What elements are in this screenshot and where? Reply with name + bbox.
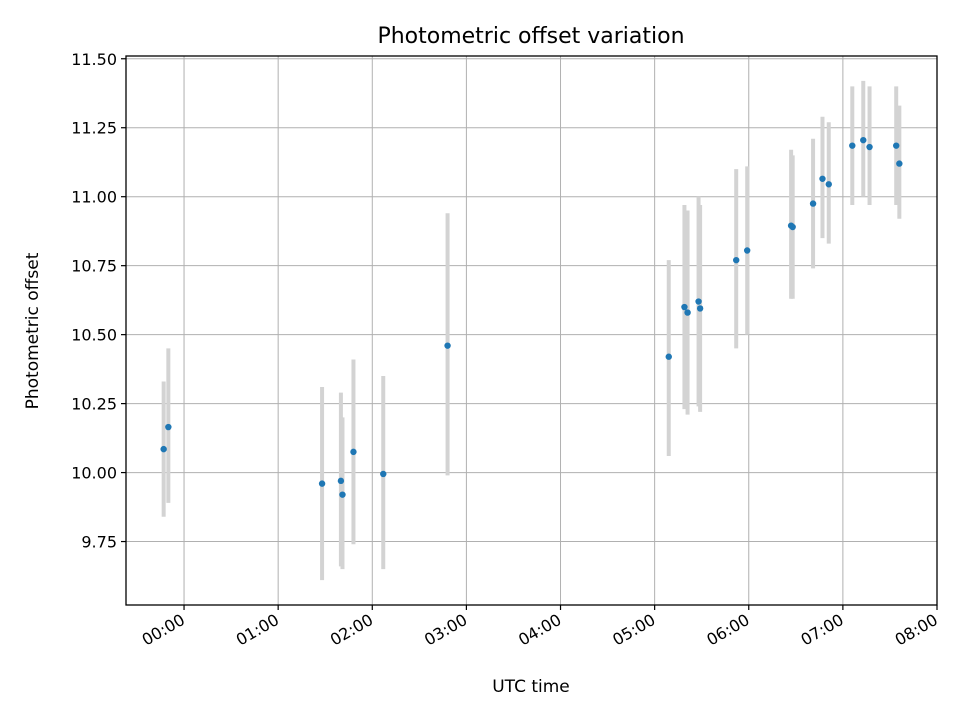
data-point [860, 136, 867, 144]
x-axis-label: UTC time [492, 677, 570, 697]
grid [126, 56, 938, 605]
data-point [350, 448, 357, 456]
data-point [165, 423, 172, 431]
data-point [696, 305, 704, 312]
data-point [337, 477, 345, 485]
y-tick-label: 11.00 [71, 188, 117, 207]
data-point [444, 342, 451, 349]
plot-frame [125, 55, 938, 606]
y-tick-label: 11.25 [71, 119, 117, 138]
data-point [684, 309, 691, 316]
y-tick-label: 10.25 [71, 395, 117, 414]
y-tick-label: 11.50 [71, 50, 117, 69]
y-tick-label: 10.50 [71, 326, 117, 345]
data-point [743, 247, 751, 254]
data-point [160, 445, 167, 453]
data-point [809, 200, 817, 207]
y-tick-label: 9.75 [81, 533, 117, 552]
y-axis-ticks: 9.75 10.00 10.25 10.50 10.75 11.00 11.25 11.50 [71, 50, 126, 552]
data-point [733, 256, 740, 264]
data-point [380, 470, 387, 478]
data-points [160, 136, 903, 498]
data-point [339, 491, 346, 498]
data-point [896, 160, 903, 167]
y-tick-label: 10.00 [71, 464, 117, 483]
data-point [681, 303, 688, 311]
data-point [893, 142, 900, 149]
y-axis-label: Photometric offset [23, 252, 43, 409]
data-point [695, 298, 702, 305]
data-point [819, 175, 826, 182]
data-point [789, 223, 796, 231]
data-point [866, 143, 873, 151]
data-point [665, 353, 672, 360]
data-point [318, 480, 326, 487]
data-point [825, 181, 832, 188]
chart-title: Photometric offset variation [377, 24, 684, 49]
y-tick-label: 10.75 [71, 257, 117, 276]
data-point [849, 142, 856, 149]
